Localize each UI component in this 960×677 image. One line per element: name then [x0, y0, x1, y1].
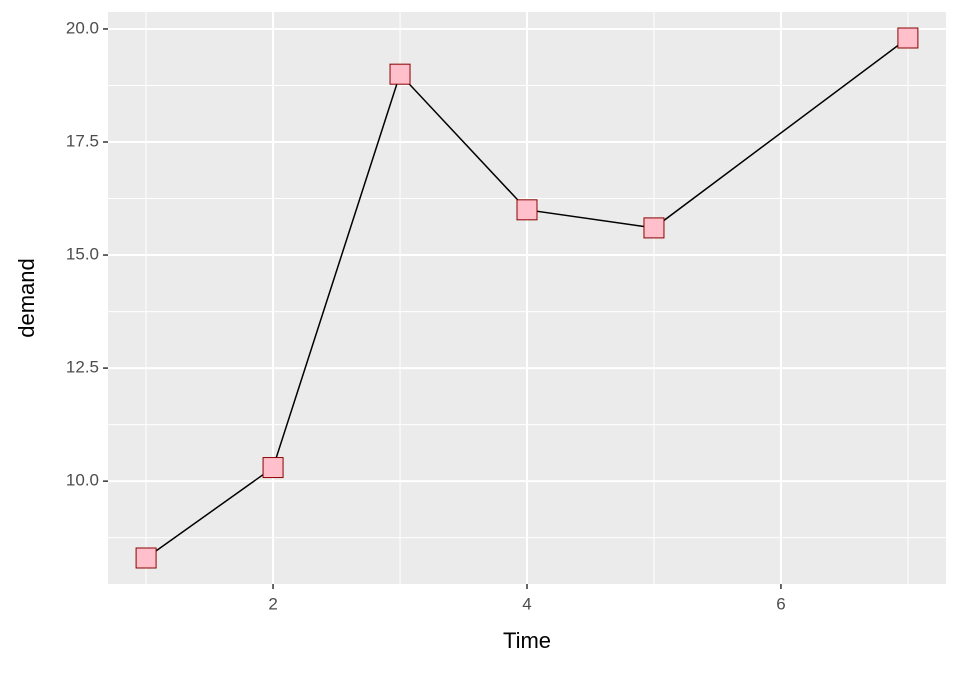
- marker: [135, 547, 157, 569]
- x-tick-label: 6: [776, 594, 785, 613]
- y-axis-title: demand: [14, 258, 39, 338]
- x-axis-title: Time: [503, 628, 551, 653]
- y-tick-label: 10.0: [66, 471, 99, 490]
- marker: [262, 457, 284, 479]
- y-tick-label: 17.5: [66, 131, 99, 150]
- y-tick-label: 15.0: [66, 245, 99, 264]
- y-tick-label: 12.5: [66, 358, 99, 377]
- y-tick-label: 20.0: [66, 18, 99, 37]
- marker: [897, 27, 919, 49]
- x-tick-label: 4: [522, 594, 531, 613]
- marker: [389, 63, 411, 85]
- line: [145, 37, 909, 559]
- x-tick-label: 2: [268, 594, 277, 613]
- marker: [516, 199, 538, 221]
- marker: [643, 217, 665, 239]
